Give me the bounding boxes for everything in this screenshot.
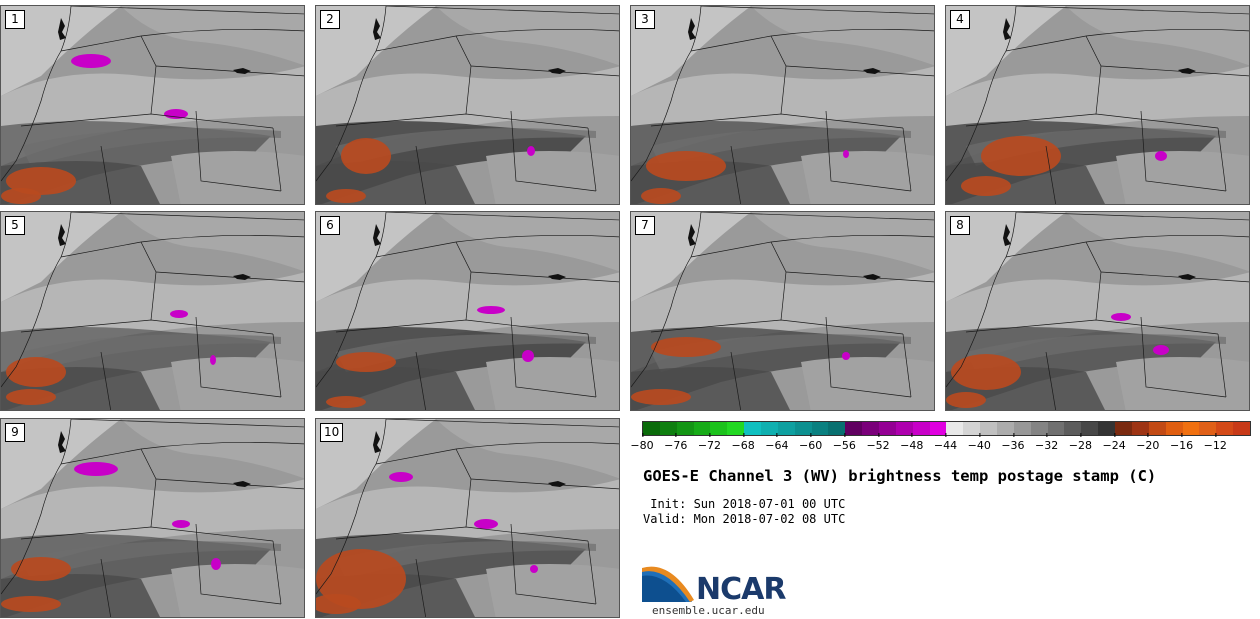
colorbar-swatch xyxy=(811,422,829,435)
colorbar-swatch xyxy=(727,422,745,435)
colorbar-swatch xyxy=(862,422,880,435)
colorbar-tick-label: −24 xyxy=(1103,433,1126,452)
colorbar-swatch xyxy=(1233,422,1250,435)
colorbar-swatch xyxy=(1131,422,1149,435)
colorbar-swatch xyxy=(1064,422,1082,435)
valid-time: Valid: Mon 2018-07-02 08 UTC xyxy=(643,512,846,526)
colorbar-tick-label: −60 xyxy=(799,433,822,452)
colorbar-swatch xyxy=(1098,422,1116,435)
colorbar-swatch xyxy=(1182,422,1200,435)
postage-stamp-panel: 3 xyxy=(630,5,935,205)
panel-number: 2 xyxy=(320,10,340,29)
colorbar-tick-label: −36 xyxy=(1001,433,1025,452)
colorbar-swatch xyxy=(744,422,762,435)
colorbar-swatch xyxy=(1115,422,1132,435)
colorbar-swatch xyxy=(946,422,964,435)
colorbar-tick-label: −68 xyxy=(732,433,755,452)
colorbar-tick-label: −32 xyxy=(1035,433,1058,452)
postage-stamp-panel: 9 xyxy=(0,418,305,618)
colorbar-swatch xyxy=(659,422,677,435)
colorbar-swatch xyxy=(761,422,778,435)
colorbar-tick-label: −44 xyxy=(934,433,957,452)
colorbar-tick-label: −64 xyxy=(765,433,788,452)
panel-number: 8 xyxy=(950,216,970,235)
colorbar-swatch xyxy=(929,422,947,435)
colorbar-tick-label: −56 xyxy=(833,433,856,452)
postage-stamp-panel: 10 xyxy=(315,418,620,618)
panel-number: 5 xyxy=(5,216,25,235)
colorbar-swatch xyxy=(1047,422,1065,435)
colorbar-swatch xyxy=(1216,422,1234,435)
colorbar-tick-label: −80 xyxy=(630,433,654,452)
colorbar-swatch xyxy=(1148,422,1166,435)
colorbar-swatch xyxy=(1165,422,1183,435)
colorbar-swatch xyxy=(693,422,711,435)
postage-stamp-panel: 7 xyxy=(630,211,935,411)
colorbar-swatch xyxy=(777,422,795,435)
postage-stamp-panel: 6 xyxy=(315,211,620,411)
colorbar-tick-label: −48 xyxy=(900,433,923,452)
postage-stamp-panel: 2 xyxy=(315,5,620,205)
colorbar-tick-label: −72 xyxy=(698,433,721,452)
colorbar-swatch xyxy=(845,422,863,435)
panel-number: 7 xyxy=(635,216,655,235)
colorbar-swatch xyxy=(963,422,981,435)
panel-number: 6 xyxy=(320,216,340,235)
panel-number: 4 xyxy=(950,10,970,29)
colorbar-swatch xyxy=(1013,422,1031,435)
colorbar-ticks: −80 −76 −72 −68 −64 −60 −56 −52 −48 −44 −40 −36 −32−… xyxy=(630,433,1249,458)
panel-number: 1 xyxy=(5,10,25,29)
logo-org: NCAR xyxy=(696,572,786,607)
init-time: Init: Sun 2018-07-01 00 UTC xyxy=(643,497,846,511)
colorbar-swatch xyxy=(879,422,896,435)
colorbar-tick-label: −28 xyxy=(1069,433,1092,452)
logo-url: ensemble.ucar.edu xyxy=(652,604,765,617)
colorbar-swatch xyxy=(643,422,660,435)
colorbar-swatch xyxy=(1081,422,1099,435)
colorbar-swatch xyxy=(794,422,812,435)
postage-stamp-panel: 4 xyxy=(945,5,1250,205)
colorbar-tick-label: −20 xyxy=(1136,433,1159,452)
postage-stamp-panel: 8 xyxy=(945,211,1250,411)
colorbar-swatch xyxy=(1030,422,1048,435)
colorbar-swatch xyxy=(912,422,930,435)
colorbar-swatch xyxy=(676,422,694,435)
colorbar-swatch xyxy=(710,422,728,435)
postage-stamp-panel: 5 xyxy=(0,211,305,411)
colorbar-swatch xyxy=(828,422,846,435)
panel-number: 10 xyxy=(320,423,344,442)
colorbar-tick-label: −76 xyxy=(664,433,687,452)
colorbar-tick-label: −40 xyxy=(968,433,991,452)
postage-stamp-panel: 1 xyxy=(0,5,305,205)
colorbar-tick-label: −12 xyxy=(1204,433,1227,452)
colorbar-swatch xyxy=(1199,422,1217,435)
colorbar-swatch xyxy=(980,422,998,435)
colorbar-tick-label: −16 xyxy=(1170,433,1193,452)
panel-number: 9 xyxy=(5,423,25,442)
ncar-logo-icon xyxy=(642,566,694,602)
colorbar-swatch xyxy=(895,422,913,435)
figure-title: GOES-E Channel 3 (WV) brightness temp po… xyxy=(643,467,1157,485)
colorbar-swatch xyxy=(997,422,1014,435)
colorbar-tick-label: −52 xyxy=(866,433,890,452)
panel-number: 3 xyxy=(635,10,655,29)
